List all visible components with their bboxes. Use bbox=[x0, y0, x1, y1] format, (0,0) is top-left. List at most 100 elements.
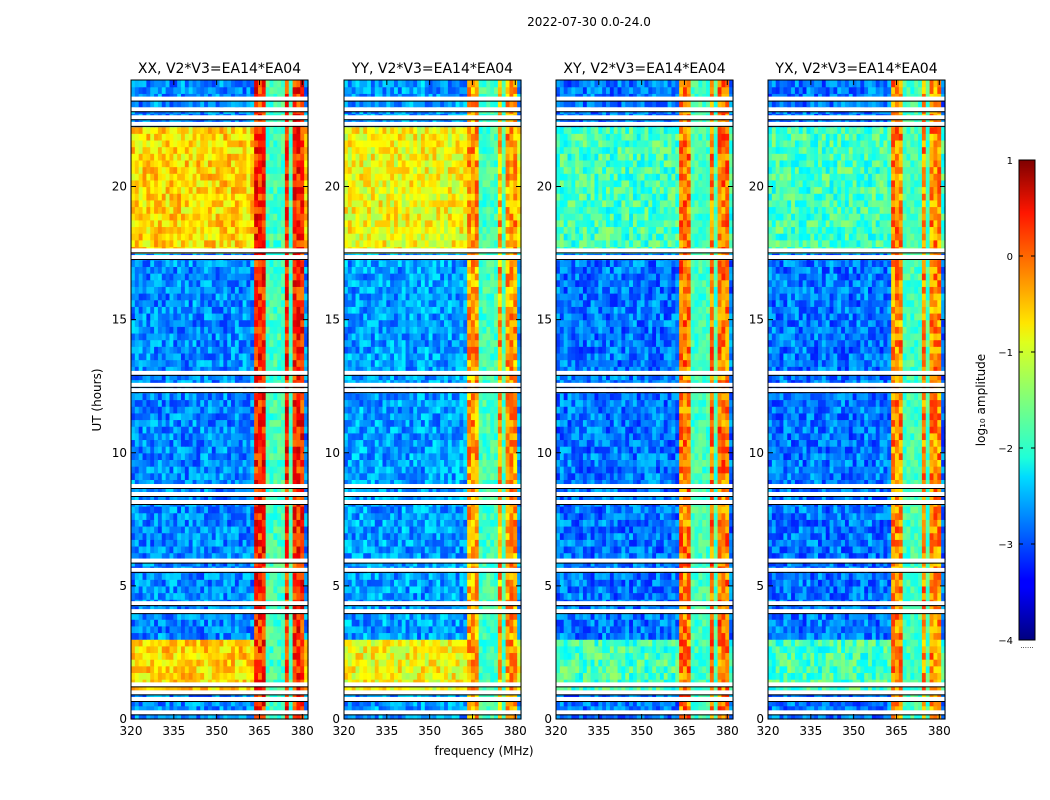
heatmap-cell bbox=[281, 699, 286, 707]
heatmap-cell bbox=[188, 412, 194, 421]
heatmap-cell bbox=[250, 86, 255, 94]
heatmap-cell bbox=[154, 80, 159, 88]
heatmap-cell bbox=[134, 299, 140, 307]
heatmap-cell bbox=[207, 446, 213, 454]
heatmap-cell bbox=[177, 332, 182, 341]
heatmap-cell bbox=[146, 186, 151, 194]
heatmap-cell bbox=[284, 479, 290, 487]
heatmap-cell bbox=[204, 545, 209, 554]
heatmap-cell bbox=[238, 346, 244, 354]
heatmap-cell bbox=[157, 359, 163, 367]
heatmap-cell bbox=[219, 159, 224, 168]
heatmap-cell bbox=[181, 286, 186, 294]
heatmap-cell bbox=[142, 213, 147, 221]
heatmap-cell bbox=[204, 199, 209, 208]
heatmap-cell bbox=[261, 486, 267, 494]
heatmap-cell bbox=[304, 326, 309, 334]
heatmap-cell bbox=[292, 319, 298, 327]
y-tick-label: 20 bbox=[112, 180, 127, 194]
heatmap-cell bbox=[269, 699, 274, 707]
heatmap-cell bbox=[284, 299, 290, 307]
heatmap-cell bbox=[231, 226, 236, 234]
heatmap-cell bbox=[405, 712, 411, 720]
heatmap-cell bbox=[292, 486, 298, 494]
heatmap-cell bbox=[250, 173, 255, 181]
heatmap-cell bbox=[288, 652, 294, 660]
heatmap-cell bbox=[432, 645, 437, 654]
heatmap-cell bbox=[273, 319, 278, 327]
heatmap-cell bbox=[134, 86, 140, 94]
heatmap-cell bbox=[192, 545, 198, 554]
heatmap-cell bbox=[265, 592, 271, 600]
heatmap-cell bbox=[200, 572, 205, 580]
heatmap-cell bbox=[246, 619, 251, 627]
heatmap-cell bbox=[138, 193, 144, 201]
heatmap-cell bbox=[359, 645, 364, 654]
heatmap-cell bbox=[192, 552, 198, 560]
heatmap-cell bbox=[215, 685, 221, 693]
heatmap-cell bbox=[211, 592, 217, 600]
heatmap-cell bbox=[188, 672, 194, 680]
heatmap-cell bbox=[196, 552, 201, 560]
heatmap-cell bbox=[359, 699, 364, 707]
heatmap-cell bbox=[146, 299, 151, 307]
heatmap-cell bbox=[304, 339, 309, 347]
heatmap-cell bbox=[169, 432, 174, 441]
heatmap-cell bbox=[281, 279, 286, 287]
heatmap-cell bbox=[157, 406, 163, 414]
heatmap-cell bbox=[211, 572, 217, 580]
heatmap-cell bbox=[277, 645, 282, 654]
heatmap-cell bbox=[281, 213, 286, 221]
heatmap-cell bbox=[238, 213, 244, 221]
heatmap-cell bbox=[296, 372, 301, 381]
heatmap-cell bbox=[242, 293, 248, 301]
heatmap-cell bbox=[207, 352, 213, 361]
heatmap-cell bbox=[420, 685, 426, 693]
heatmap-cell bbox=[273, 406, 278, 414]
heatmap-cell bbox=[238, 139, 244, 148]
heatmap-cell bbox=[188, 392, 194, 401]
heatmap-cell bbox=[284, 585, 290, 594]
heatmap-cell bbox=[188, 279, 194, 287]
heatmap-cell bbox=[150, 199, 155, 208]
heatmap-cell bbox=[288, 459, 294, 467]
heatmap-cell bbox=[292, 459, 298, 467]
heatmap-cell bbox=[154, 472, 159, 480]
heatmap-cell bbox=[231, 685, 236, 693]
heatmap-cell bbox=[277, 166, 282, 174]
heatmap-cell bbox=[254, 579, 259, 587]
heatmap-cell bbox=[288, 659, 294, 667]
y-tick-label: 0 bbox=[119, 712, 127, 726]
heatmap-cell bbox=[296, 312, 301, 321]
heatmap-cell bbox=[154, 512, 159, 520]
heatmap-cell bbox=[177, 346, 182, 354]
heatmap-cell bbox=[169, 479, 174, 487]
heatmap-cell bbox=[131, 552, 136, 560]
heatmap-cell bbox=[234, 685, 240, 693]
heatmap-cell bbox=[292, 286, 298, 294]
heatmap-cell bbox=[231, 213, 236, 221]
heatmap-cell bbox=[192, 99, 198, 108]
heatmap-cell bbox=[211, 266, 217, 274]
heatmap-cell bbox=[517, 665, 522, 674]
heatmap-cell bbox=[223, 612, 228, 620]
heatmap-cell bbox=[363, 659, 368, 667]
heatmap-cell bbox=[150, 692, 155, 700]
heatmap-cell bbox=[204, 612, 209, 620]
heatmap-cell bbox=[231, 153, 236, 161]
heatmap-cell bbox=[284, 239, 290, 248]
heatmap-cell bbox=[227, 326, 232, 334]
heatmap-cell bbox=[169, 259, 174, 267]
heatmap-cell bbox=[134, 685, 140, 693]
heatmap-cell bbox=[246, 665, 251, 674]
heatmap-cell bbox=[265, 652, 271, 660]
heatmap-cell bbox=[154, 166, 159, 174]
heatmap-cell bbox=[296, 572, 301, 580]
heatmap-cell bbox=[432, 699, 437, 707]
heatmap-cell bbox=[470, 645, 476, 654]
heatmap-cell bbox=[192, 665, 198, 674]
heatmap-cell bbox=[177, 99, 182, 108]
heatmap-cell bbox=[497, 652, 503, 660]
heatmap-cell bbox=[142, 452, 147, 461]
heatmap-cell bbox=[486, 685, 491, 693]
